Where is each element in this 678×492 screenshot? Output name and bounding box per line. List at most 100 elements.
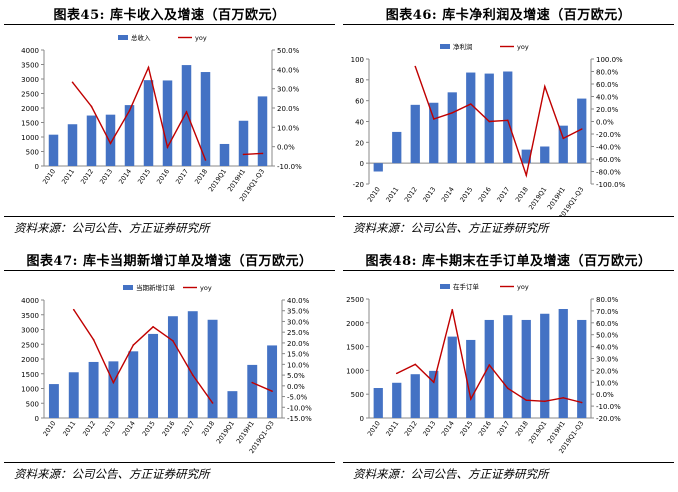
yoy-point	[580, 128, 583, 130]
left-tick-label: 1000	[346, 367, 364, 375]
right-tick-label: 30.0%	[287, 318, 310, 326]
right-tick-label: 40.0%	[277, 66, 300, 74]
category-label: 2017	[495, 186, 511, 204]
left-tick-label: -20	[353, 181, 364, 189]
bar	[429, 102, 439, 164]
bar	[48, 134, 59, 166]
source-divider	[343, 462, 674, 463]
legend-line-label: yoy	[200, 284, 212, 292]
left-tick-label: 1500	[21, 371, 39, 379]
right-tick-label: -10.0%	[287, 404, 312, 412]
left-tick-label: 4000	[21, 297, 39, 305]
legend-bar-label: 当期新增订单	[136, 283, 176, 292]
revenue-chart: 0 500 1000 1500 2000 2500 3000 3500 4000 -10.0% 0.…	[21, 33, 302, 203]
right-tick-label: 20.0%	[596, 106, 619, 114]
title-divider	[4, 24, 335, 25]
legend-bar-label: 净利润	[453, 42, 473, 51]
left-tick-label: 20	[355, 139, 364, 147]
bar	[148, 333, 159, 418]
right-tick-label: 10.0%	[596, 379, 619, 387]
category-label: 2018	[193, 168, 209, 186]
yoy-point	[414, 65, 417, 68]
left-tick-label: 100	[351, 56, 364, 64]
chart-panel-backlog: 图表48: 库卡期末在手订单及增速（百万欧元） 0 500 1000 1500 2000…	[339, 246, 678, 492]
left-tick-label: 2000	[21, 105, 39, 113]
category-label: 2012	[403, 420, 419, 438]
bar	[238, 120, 249, 166]
bar	[162, 80, 173, 166]
yoy-point	[469, 103, 472, 105]
yoy-point	[147, 66, 150, 69]
left-tick-label: 0	[360, 415, 364, 423]
category-label: 2019Q1	[207, 168, 228, 194]
right-tick-label: 5.0%	[287, 372, 305, 380]
left-tick-label: 3000	[21, 327, 39, 335]
right-tick-label: 30.0%	[277, 86, 300, 94]
category-label: 2011	[60, 168, 76, 186]
right-tick-label: 15.0%	[287, 351, 310, 359]
yoy-point	[72, 308, 75, 311]
right-tick-label: 10.0%	[277, 124, 300, 132]
left-tick-label: 3500	[21, 62, 39, 70]
yoy-point	[395, 372, 398, 375]
yoy-point	[128, 109, 131, 112]
yoy-point	[211, 402, 214, 404]
bar	[227, 391, 238, 418]
left-tick-label: 500	[26, 400, 39, 408]
right-tick-label: 35.0%	[287, 308, 310, 316]
bar	[267, 345, 278, 418]
category-label: 2015	[458, 420, 474, 438]
left-tick-label: 1500	[21, 120, 39, 128]
category-label: 2011	[61, 420, 77, 438]
bar	[181, 65, 192, 166]
bar	[200, 72, 211, 166]
bar	[577, 98, 587, 164]
right-tick-label: 0.0%	[287, 383, 305, 391]
category-label: 2013	[98, 168, 114, 186]
yoy-point	[132, 344, 135, 346]
category-label: 2014	[440, 186, 456, 204]
chart-panel-net-profit: 图表46: 库卡净利润及增速（百万欧元） -20 0 20 40 60 80 100 -100…	[339, 0, 678, 246]
left-tick-label: 0	[360, 160, 364, 168]
source-note: 资料来源：公司公告、方正证券研究所	[14, 467, 210, 481]
category-label: 2019H1	[235, 420, 256, 446]
category-label: 2016	[477, 186, 493, 204]
bar	[392, 382, 402, 418]
legend-bar-label: 在手订单	[453, 282, 480, 291]
bar	[410, 104, 420, 164]
bar	[558, 125, 568, 164]
yoy-point	[204, 159, 207, 161]
left-tick-label: 1000	[21, 386, 39, 394]
right-tick-label: 80.0%	[596, 69, 619, 77]
title-divider	[343, 270, 674, 271]
chart-title: 图表48: 库卡期末在手订单及增速（百万欧元）	[365, 254, 652, 269]
legend-bar-swatch	[123, 285, 133, 290]
source-divider	[4, 216, 335, 217]
yoy-point	[580, 401, 583, 404]
right-tick-label: 60.0%	[596, 81, 619, 89]
source-note: 资料来源：公司公告、方正证券研究所	[14, 221, 210, 235]
bar	[521, 319, 531, 418]
chart-title: 图表45: 库卡收入及增速（百万欧元）	[53, 8, 286, 23]
net-profit-chart: -20 0 20 40 60 80 100 -100.0% -80.0% -60.0% -40.0%…	[351, 42, 626, 216]
yoy-point	[562, 137, 565, 140]
bar	[410, 374, 420, 418]
bar	[558, 308, 568, 418]
chart-title: 图表46: 库卡净利润及增速（百万欧元）	[385, 8, 632, 23]
bar	[88, 361, 99, 418]
yoy-point	[261, 152, 264, 155]
yoy-point	[525, 174, 528, 177]
bar	[484, 73, 494, 164]
yoy-point	[92, 338, 95, 341]
category-label: 2018	[514, 420, 530, 438]
right-tick-label: 20.0%	[287, 340, 310, 348]
bar	[247, 364, 258, 418]
legend-line-label: yoy	[517, 283, 529, 291]
yoy-point	[90, 105, 93, 108]
yoy-point	[185, 111, 188, 113]
yoy-point	[543, 400, 546, 403]
left-tick-label: 4000	[21, 47, 39, 55]
right-tick-label: -10.0%	[277, 163, 302, 171]
category-label: 2018	[514, 186, 530, 204]
bar	[48, 384, 59, 418]
